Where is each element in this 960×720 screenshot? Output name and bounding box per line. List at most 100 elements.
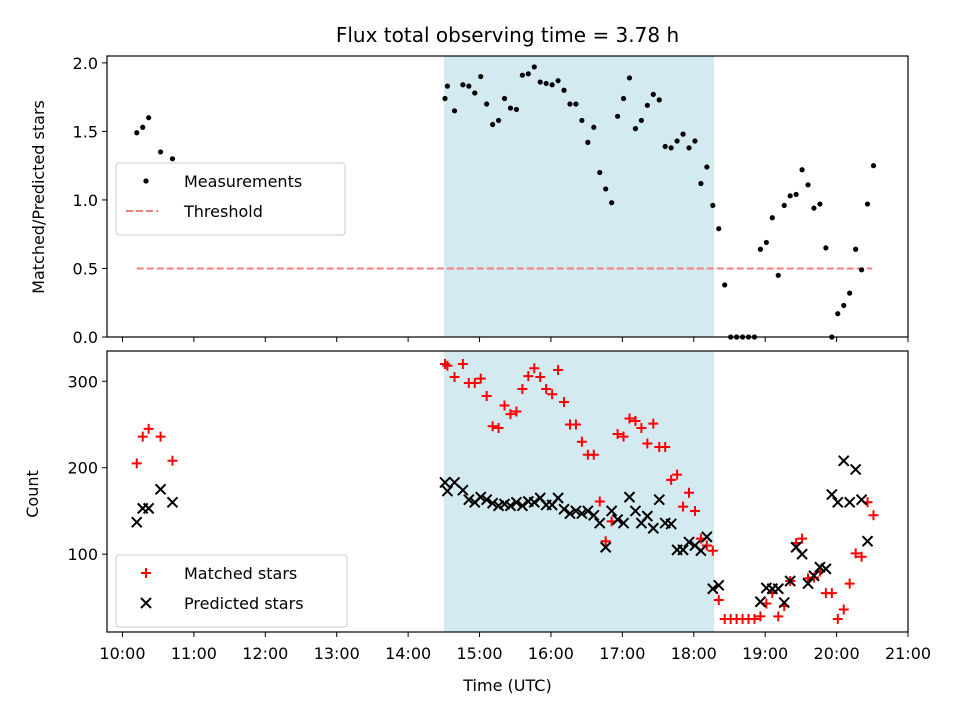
data-point: [835, 311, 841, 317]
data-point: [778, 596, 790, 609]
top-y-tick-label: 0.5: [73, 259, 98, 278]
x-tick-label: 17:00: [599, 644, 645, 663]
bottom-legend: Matched stars Predicted stars: [115, 554, 348, 628]
data-point: [451, 108, 458, 114]
data-point: [826, 488, 838, 501]
data-point: [799, 167, 805, 173]
data-point: [630, 416, 641, 427]
data-point: [137, 431, 148, 442]
data-point: [142, 502, 155, 515]
data-point: [469, 377, 480, 388]
data-point: [588, 449, 599, 460]
chart-title: Flux total observing time = 3.78 h: [336, 23, 679, 47]
data-point: [757, 246, 764, 252]
data-point: [442, 360, 453, 371]
data-point: [864, 201, 871, 207]
data-point: [683, 536, 695, 548]
bottom-y-tick-label: 200: [67, 459, 98, 478]
legend-marker-plus: [141, 568, 151, 578]
data-point: [600, 536, 611, 547]
data-point: [510, 496, 523, 509]
data-point: [858, 267, 865, 273]
top-y-tick-label: 0.0: [73, 328, 98, 347]
data-point: [541, 384, 552, 395]
data-point: [570, 419, 581, 430]
data-point: [674, 138, 680, 144]
data-point: [531, 64, 537, 70]
top-y-axis-label: Matched/Predicted stars: [29, 100, 48, 294]
data-point: [529, 363, 540, 374]
data-point: [677, 544, 689, 556]
x-axis-label: Time (UTC): [462, 676, 551, 695]
data-point: [561, 87, 567, 93]
data-point: [650, 91, 656, 97]
data-point: [713, 579, 725, 592]
data-point: [632, 126, 639, 132]
data-point: [442, 95, 448, 102]
data-point: [486, 497, 499, 509]
data-point: [843, 496, 856, 509]
data-point: [823, 245, 829, 251]
data-point: [707, 545, 718, 556]
data-point: [642, 438, 653, 449]
data-point: [495, 117, 502, 124]
data-point: [611, 513, 624, 526]
data-point: [504, 500, 517, 512]
legend-marker-dot: [143, 178, 149, 184]
data-point: [755, 611, 766, 622]
data-point: [648, 418, 659, 429]
data-point: [603, 186, 609, 192]
data-point: [441, 485, 454, 497]
data-point: [594, 517, 606, 529]
bottom-panel: 100 200 300 10:00 11:00 12:00 13:00 14:00 15:00 1…: [67, 350, 931, 663]
data-point: [805, 182, 811, 188]
data-point: [773, 611, 784, 622]
data-point: [585, 139, 591, 145]
data-point: [475, 491, 487, 503]
data-point: [507, 105, 514, 111]
data-point: [624, 413, 635, 424]
data-point: [796, 548, 808, 560]
x-tick-label: 10:00: [99, 644, 145, 663]
data-point: [620, 95, 627, 102]
data-point: [722, 282, 728, 288]
data-point: [618, 431, 629, 442]
data-point: [597, 169, 603, 176]
data-point: [838, 455, 850, 467]
data-point: [617, 517, 630, 529]
top-y-tick-label: 2.0: [73, 54, 98, 73]
legend-label: Matched stars: [184, 564, 297, 583]
data-point: [680, 131, 686, 137]
data-point: [166, 496, 179, 509]
data-point: [609, 200, 615, 206]
legend-label: Threshold: [183, 202, 263, 221]
data-point: [855, 494, 868, 506]
x-tick-label: 16:00: [528, 644, 574, 663]
data-point: [647, 522, 660, 534]
data-point: [157, 149, 164, 155]
data-point: [481, 390, 492, 401]
data-point: [870, 163, 877, 169]
data-point: [564, 507, 576, 520]
data-point: [656, 97, 662, 103]
data-point: [781, 202, 787, 209]
top-y-tick-label: 1.0: [73, 191, 98, 210]
top-observing-window: [443, 56, 714, 337]
data-point: [701, 531, 713, 543]
legend-label: Measurements: [184, 172, 302, 191]
data-point: [528, 496, 540, 509]
data-point: [678, 501, 689, 512]
data-point: [749, 614, 760, 625]
data-point: [511, 406, 522, 417]
data-point: [638, 117, 644, 124]
x-tick-label: 21:00: [885, 644, 931, 663]
data-point: [549, 82, 555, 88]
bottom-series-1: [131, 455, 874, 609]
data-point: [826, 588, 837, 599]
data-point: [131, 516, 143, 528]
legend-label: Predicted stars: [184, 594, 304, 613]
data-point: [660, 441, 671, 452]
data-point: [487, 421, 498, 432]
x-tick-label: 19:00: [742, 644, 788, 663]
data-point: [802, 577, 814, 590]
